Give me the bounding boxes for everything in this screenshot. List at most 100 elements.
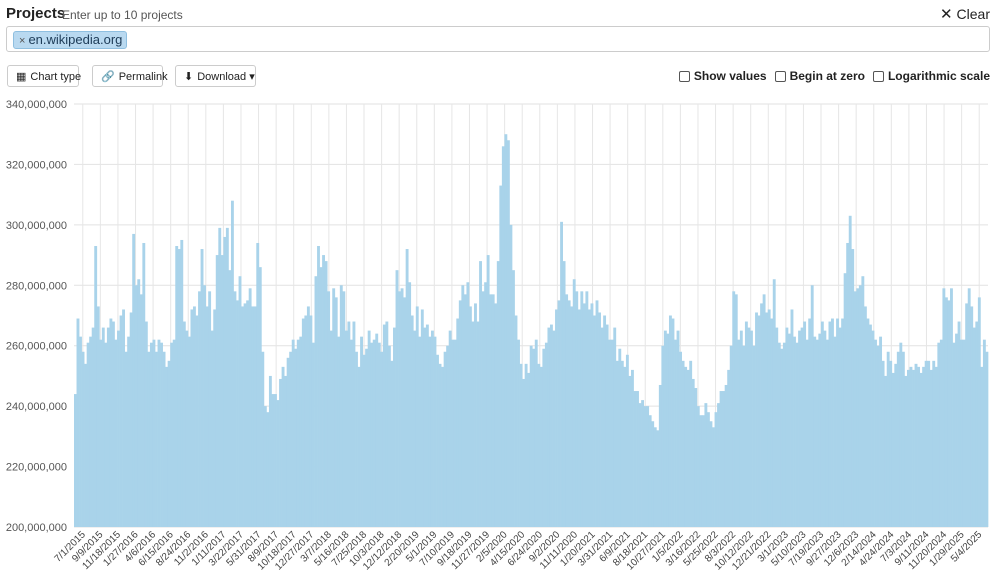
show-values-checkbox[interactable]	[678, 70, 690, 82]
bar[interactable]	[815, 339, 819, 527]
bar[interactable]	[765, 312, 769, 527]
bar[interactable]	[929, 369, 933, 527]
bar[interactable]	[405, 249, 409, 527]
bar[interactable]	[134, 285, 138, 527]
bar[interactable]	[461, 285, 465, 527]
bar[interactable]	[393, 327, 396, 527]
bar[interactable]	[448, 330, 452, 527]
bar[interactable]	[266, 412, 270, 527]
bar[interactable]	[225, 227, 229, 527]
bar[interactable]	[646, 406, 650, 527]
bar[interactable]	[793, 336, 796, 527]
bar[interactable]	[106, 327, 110, 527]
bar[interactable]	[980, 366, 984, 527]
bar[interactable]	[600, 327, 604, 527]
bar[interactable]	[362, 354, 366, 527]
bar[interactable]	[618, 348, 622, 527]
bar[interactable]	[165, 366, 169, 527]
bar[interactable]	[304, 315, 308, 528]
bar[interactable]	[253, 306, 257, 527]
bar[interactable]	[770, 318, 774, 527]
bar[interactable]	[170, 342, 174, 527]
bar[interactable]	[552, 330, 556, 527]
bar[interactable]	[205, 306, 209, 527]
bar[interactable]	[504, 134, 508, 527]
bar[interactable]	[666, 333, 670, 527]
bar[interactable]	[468, 306, 472, 527]
bar[interactable]	[681, 360, 685, 527]
bar[interactable]	[825, 339, 829, 527]
bar[interactable]	[187, 336, 191, 527]
bar[interactable]	[137, 279, 141, 527]
bar[interactable]	[441, 366, 444, 527]
bar[interactable]	[709, 421, 713, 527]
bar[interactable]	[572, 279, 576, 527]
bar[interactable]	[256, 242, 260, 528]
bar[interactable]	[831, 318, 834, 527]
bar[interactable]	[760, 303, 764, 527]
bar[interactable]	[185, 330, 189, 527]
bar[interactable]	[324, 261, 328, 527]
bar[interactable]	[752, 345, 756, 527]
bar[interactable]	[803, 321, 807, 527]
begin-at-zero-checkbox[interactable]	[774, 70, 786, 82]
bar[interactable]	[653, 427, 657, 527]
bar[interactable]	[463, 294, 467, 527]
bar[interactable]	[476, 321, 480, 527]
bar[interactable]	[737, 339, 741, 527]
bar[interactable]	[843, 273, 847, 527]
bar[interactable]	[81, 351, 85, 527]
bar[interactable]	[99, 339, 103, 527]
bar[interactable]	[223, 236, 227, 527]
bar[interactable]	[144, 321, 148, 527]
bar[interactable]	[714, 412, 718, 527]
bar[interactable]	[805, 339, 809, 527]
bar[interactable]	[598, 312, 601, 527]
bar[interactable]	[694, 388, 698, 527]
bar[interactable]	[689, 360, 693, 527]
bar[interactable]	[514, 315, 518, 528]
bar[interactable]	[922, 366, 926, 527]
bar[interactable]	[220, 255, 224, 527]
bar[interactable]	[286, 357, 290, 527]
bar[interactable]	[162, 351, 166, 527]
bar[interactable]	[767, 309, 771, 527]
bar[interactable]	[787, 333, 791, 527]
bar[interactable]	[129, 312, 133, 527]
bar[interactable]	[289, 351, 293, 527]
bar[interactable]	[294, 348, 298, 527]
bar[interactable]	[912, 369, 915, 527]
bar[interactable]	[719, 391, 723, 527]
bar[interactable]	[337, 336, 341, 527]
bar[interactable]	[894, 363, 898, 527]
bar[interactable]	[691, 378, 695, 527]
bar[interactable]	[506, 140, 510, 527]
bar[interactable]	[587, 309, 591, 527]
bar[interactable]	[942, 288, 946, 527]
bar[interactable]	[798, 330, 801, 527]
bar[interactable]	[701, 415, 705, 527]
bar[interactable]	[291, 339, 295, 527]
bar[interactable]	[729, 345, 733, 527]
bar[interactable]	[251, 306, 255, 527]
bar[interactable]	[656, 430, 660, 527]
bar[interactable]	[631, 369, 634, 527]
bar[interactable]	[755, 312, 758, 527]
bar[interactable]	[215, 255, 219, 527]
bar[interactable]	[218, 227, 222, 527]
bar[interactable]	[899, 342, 903, 527]
bar[interactable]	[967, 288, 971, 527]
bar[interactable]	[651, 421, 655, 527]
bar[interactable]	[777, 342, 781, 527]
project-tag[interactable]: × en.wikipedia.org	[13, 31, 128, 49]
bar[interactable]	[846, 242, 850, 528]
bar[interactable]	[496, 261, 500, 527]
bar[interactable]	[157, 339, 161, 527]
bar[interactable]	[438, 363, 442, 527]
bar[interactable]	[271, 394, 275, 527]
bar[interactable]	[623, 366, 627, 527]
bar[interactable]	[828, 321, 832, 527]
bar[interactable]	[193, 306, 196, 527]
bar[interactable]	[853, 291, 857, 527]
bar[interactable]	[339, 285, 343, 527]
